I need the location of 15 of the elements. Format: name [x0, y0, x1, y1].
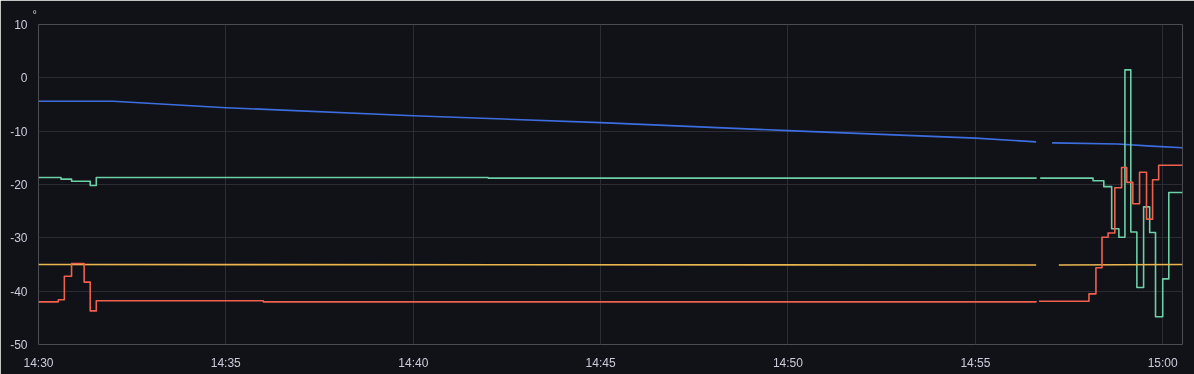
y-tick-label: -40 — [10, 284, 28, 299]
y-tick-label: -50 — [10, 338, 28, 352]
y-tick-label: -10 — [10, 124, 28, 139]
y-tick-label: -30 — [10, 231, 28, 246]
y-axis-title: ° — [32, 7, 37, 20]
x-tick-label: 14:45 — [585, 355, 616, 370]
x-tick-label: 14:35 — [210, 355, 242, 370]
x-tick-label: 14:40 — [398, 355, 429, 370]
x-tick-label: 14:30 — [23, 355, 54, 370]
y-tick-label: 10 — [14, 18, 28, 32]
x-tick-label: 14:55 — [960, 355, 991, 370]
y-tick-label: 0 — [20, 71, 28, 86]
x-tick-label: 15:00 — [1147, 355, 1179, 370]
x-tick-label: 14:50 — [772, 355, 804, 370]
y-tick-label: -20 — [10, 178, 28, 192]
